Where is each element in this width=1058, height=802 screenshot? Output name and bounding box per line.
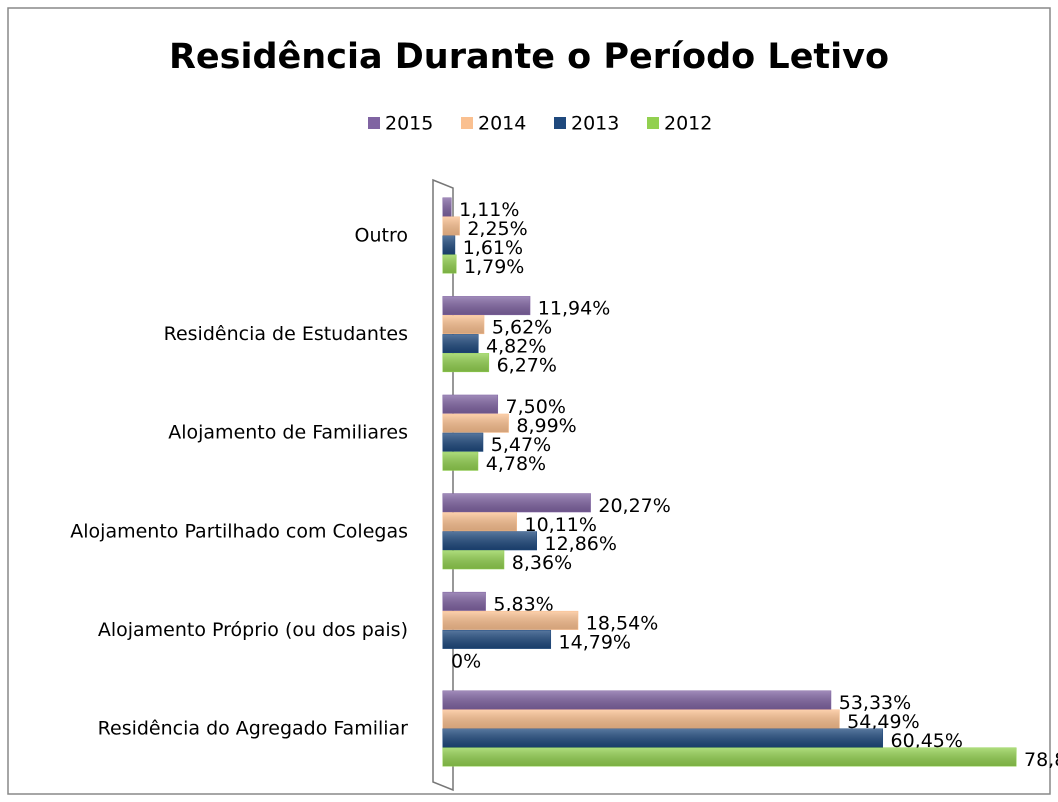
legend-label: 2015 — [385, 113, 433, 135]
value-label: 12,86% — [545, 533, 617, 555]
value-label: 5,62% — [492, 317, 552, 339]
value-label: 54,49% — [847, 711, 919, 733]
bar-shade — [443, 334, 479, 353]
bar-shade — [443, 414, 509, 433]
category-label: Outro — [355, 225, 408, 247]
value-label: 10,11% — [525, 514, 597, 536]
bar-shade — [443, 550, 504, 569]
frame — [7, 7, 1051, 795]
bar-shade — [443, 433, 483, 452]
bar-shade — [443, 236, 455, 254]
legend-swatch — [647, 117, 659, 129]
bar-shade — [443, 493, 591, 512]
legend-swatch — [554, 117, 566, 129]
value-label: 5,47% — [491, 434, 551, 456]
bar-shade — [443, 217, 460, 235]
bar-shade — [443, 748, 1016, 766]
bar-shade — [443, 255, 457, 273]
value-label: 18,54% — [586, 612, 658, 634]
category-label: Residência do Agregado Familiar — [98, 718, 409, 740]
legend-label: 2013 — [571, 113, 619, 135]
bar-shade — [443, 353, 489, 372]
legend-label: 2014 — [478, 113, 526, 135]
category-label: Alojamento Partilhado com Colegas — [70, 520, 408, 542]
bar-shade — [443, 729, 883, 747]
value-label: 78,81% — [1024, 749, 1058, 771]
chart-title: Residência Durante o Período Letivo — [169, 37, 889, 77]
bar-shade — [443, 630, 551, 649]
value-label: 1,61% — [463, 237, 523, 259]
bar-shade — [443, 512, 517, 531]
value-label: 4,82% — [486, 336, 546, 358]
value-label: 8,36% — [512, 552, 572, 574]
value-label: 53,33% — [839, 692, 911, 714]
category-label: Alojamento de Familiares — [168, 422, 408, 444]
bar-shade — [443, 710, 840, 728]
bar-shade — [443, 691, 831, 709]
value-label: 1,11% — [459, 199, 519, 221]
category-label: Alojamento Próprio (ou dos pais) — [98, 619, 408, 641]
legend-label: 2012 — [664, 113, 712, 135]
value-label: 14,79% — [559, 631, 631, 653]
value-label: 6,27% — [497, 355, 557, 377]
value-label: 7,50% — [506, 396, 566, 418]
bar-shade — [443, 452, 478, 471]
bar-shade — [443, 198, 452, 216]
category-label: Residência de Estudantes — [164, 323, 408, 345]
legend-swatch — [368, 117, 380, 129]
bar-shade — [443, 592, 486, 611]
value-label: 20,27% — [598, 495, 670, 517]
value-label: 8,99% — [516, 415, 576, 437]
value-label: 60,45% — [891, 730, 963, 752]
legend-swatch — [461, 117, 473, 129]
value-label: 0% — [451, 650, 481, 672]
bar-shade — [443, 611, 578, 630]
bar-shade — [443, 315, 484, 334]
value-label: 1,79% — [464, 256, 524, 278]
bar-shade — [443, 531, 537, 550]
value-label: 11,94% — [538, 298, 610, 320]
bar-shade — [443, 296, 530, 315]
bar-shade — [443, 395, 498, 414]
value-label: 4,78% — [486, 453, 546, 475]
value-label: 2,25% — [467, 218, 527, 240]
value-label: 5,83% — [493, 593, 553, 615]
